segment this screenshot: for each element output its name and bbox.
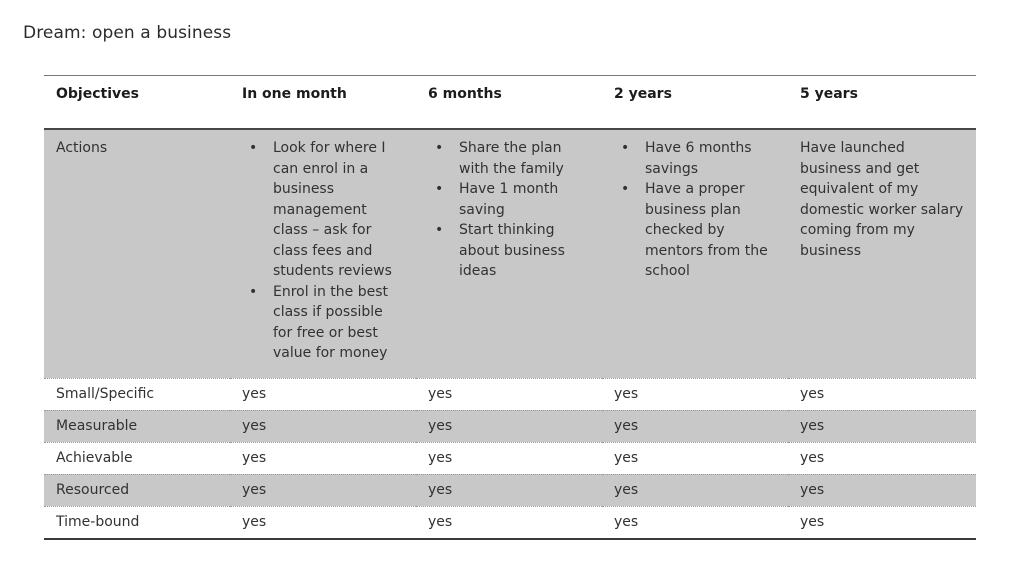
cell-value: yes bbox=[242, 385, 267, 402]
table-row-actions: Actions Look for where I can enrol in a … bbox=[44, 129, 976, 378]
row-label-resourced: Resourced bbox=[56, 481, 130, 498]
table-row-small-specific: Small/Specific yes yes yes yes bbox=[44, 378, 976, 410]
cell-value: yes bbox=[614, 385, 639, 402]
column-header-objectives: Objectives bbox=[56, 86, 139, 102]
document-page: Dream: open a business Objectives In one… bbox=[0, 23, 1024, 576]
row-label-achievable: Achievable bbox=[56, 449, 133, 466]
actions-cell-one-month: Look for where I can enrol in a business… bbox=[230, 129, 416, 378]
column-header-one-month: In one month bbox=[242, 86, 347, 102]
row-label-measurable: Measurable bbox=[56, 417, 138, 434]
cell-value: yes bbox=[800, 513, 825, 530]
cell-value: yes bbox=[428, 449, 453, 466]
cell-value: yes bbox=[428, 385, 453, 402]
cell-value: yes bbox=[242, 513, 267, 530]
cell-value: yes bbox=[242, 481, 267, 498]
cell-value: yes bbox=[428, 481, 453, 498]
bullet-list-one-month: Look for where I can enrol in a business… bbox=[242, 138, 404, 364]
bullet-item: Have a proper business plan checked by m… bbox=[619, 179, 776, 282]
bullet-item: Enrol in the best class if possible for … bbox=[247, 282, 404, 364]
column-header-two-years: 2 years bbox=[614, 86, 672, 102]
bullet-item: Look for where I can enrol in a business… bbox=[247, 138, 404, 282]
table-header-row: Objectives In one month 6 months 2 years… bbox=[44, 76, 976, 129]
row-label-time-bound: Time-bound bbox=[56, 513, 140, 530]
cell-value: yes bbox=[614, 449, 639, 466]
bullet-list-two-years: Have 6 months savings Have a proper busi… bbox=[614, 138, 776, 282]
cell-value: yes bbox=[242, 417, 267, 434]
column-header-five-years: 5 years bbox=[800, 86, 858, 102]
actions-cell-two-years: Have 6 months savings Have a proper busi… bbox=[602, 129, 788, 378]
table-row-resourced: Resourced yes yes yes yes bbox=[44, 474, 976, 506]
actions-cell-five-years: Have launched business and get equivalen… bbox=[800, 140, 964, 259]
cell-value: yes bbox=[428, 417, 453, 434]
bullet-item: Have 6 months savings bbox=[619, 138, 776, 179]
bullet-item: Have 1 month saving bbox=[433, 179, 590, 220]
cell-value: yes bbox=[800, 385, 825, 402]
table-row-achievable: Achievable yes yes yes yes bbox=[44, 442, 976, 474]
cell-value: yes bbox=[614, 513, 639, 530]
bullet-item: Share the plan with the family bbox=[433, 138, 590, 179]
table-row-measurable: Measurable yes yes yes yes bbox=[44, 410, 976, 442]
cell-value: yes bbox=[614, 481, 639, 498]
cell-value: yes bbox=[800, 417, 825, 434]
cell-value: yes bbox=[428, 513, 453, 530]
cell-value: yes bbox=[800, 449, 825, 466]
cell-value: yes bbox=[800, 481, 825, 498]
row-label-small-specific: Small/Specific bbox=[56, 385, 155, 402]
row-label-actions: Actions bbox=[56, 140, 108, 156]
bullet-list-six-months: Share the plan with the family Have 1 mo… bbox=[428, 138, 590, 282]
cell-value: yes bbox=[614, 417, 639, 434]
column-header-six-months: 6 months bbox=[428, 86, 502, 102]
actions-cell-six-months: Share the plan with the family Have 1 mo… bbox=[416, 129, 602, 378]
page-title: Dream: open a business bbox=[23, 23, 232, 43]
smart-goals-table: Objectives In one month 6 months 2 years… bbox=[44, 75, 976, 540]
table-row-time-bound: Time-bound yes yes yes yes bbox=[44, 506, 976, 539]
cell-value: yes bbox=[242, 449, 267, 466]
bullet-item: Start thinking about business ideas bbox=[433, 220, 590, 282]
